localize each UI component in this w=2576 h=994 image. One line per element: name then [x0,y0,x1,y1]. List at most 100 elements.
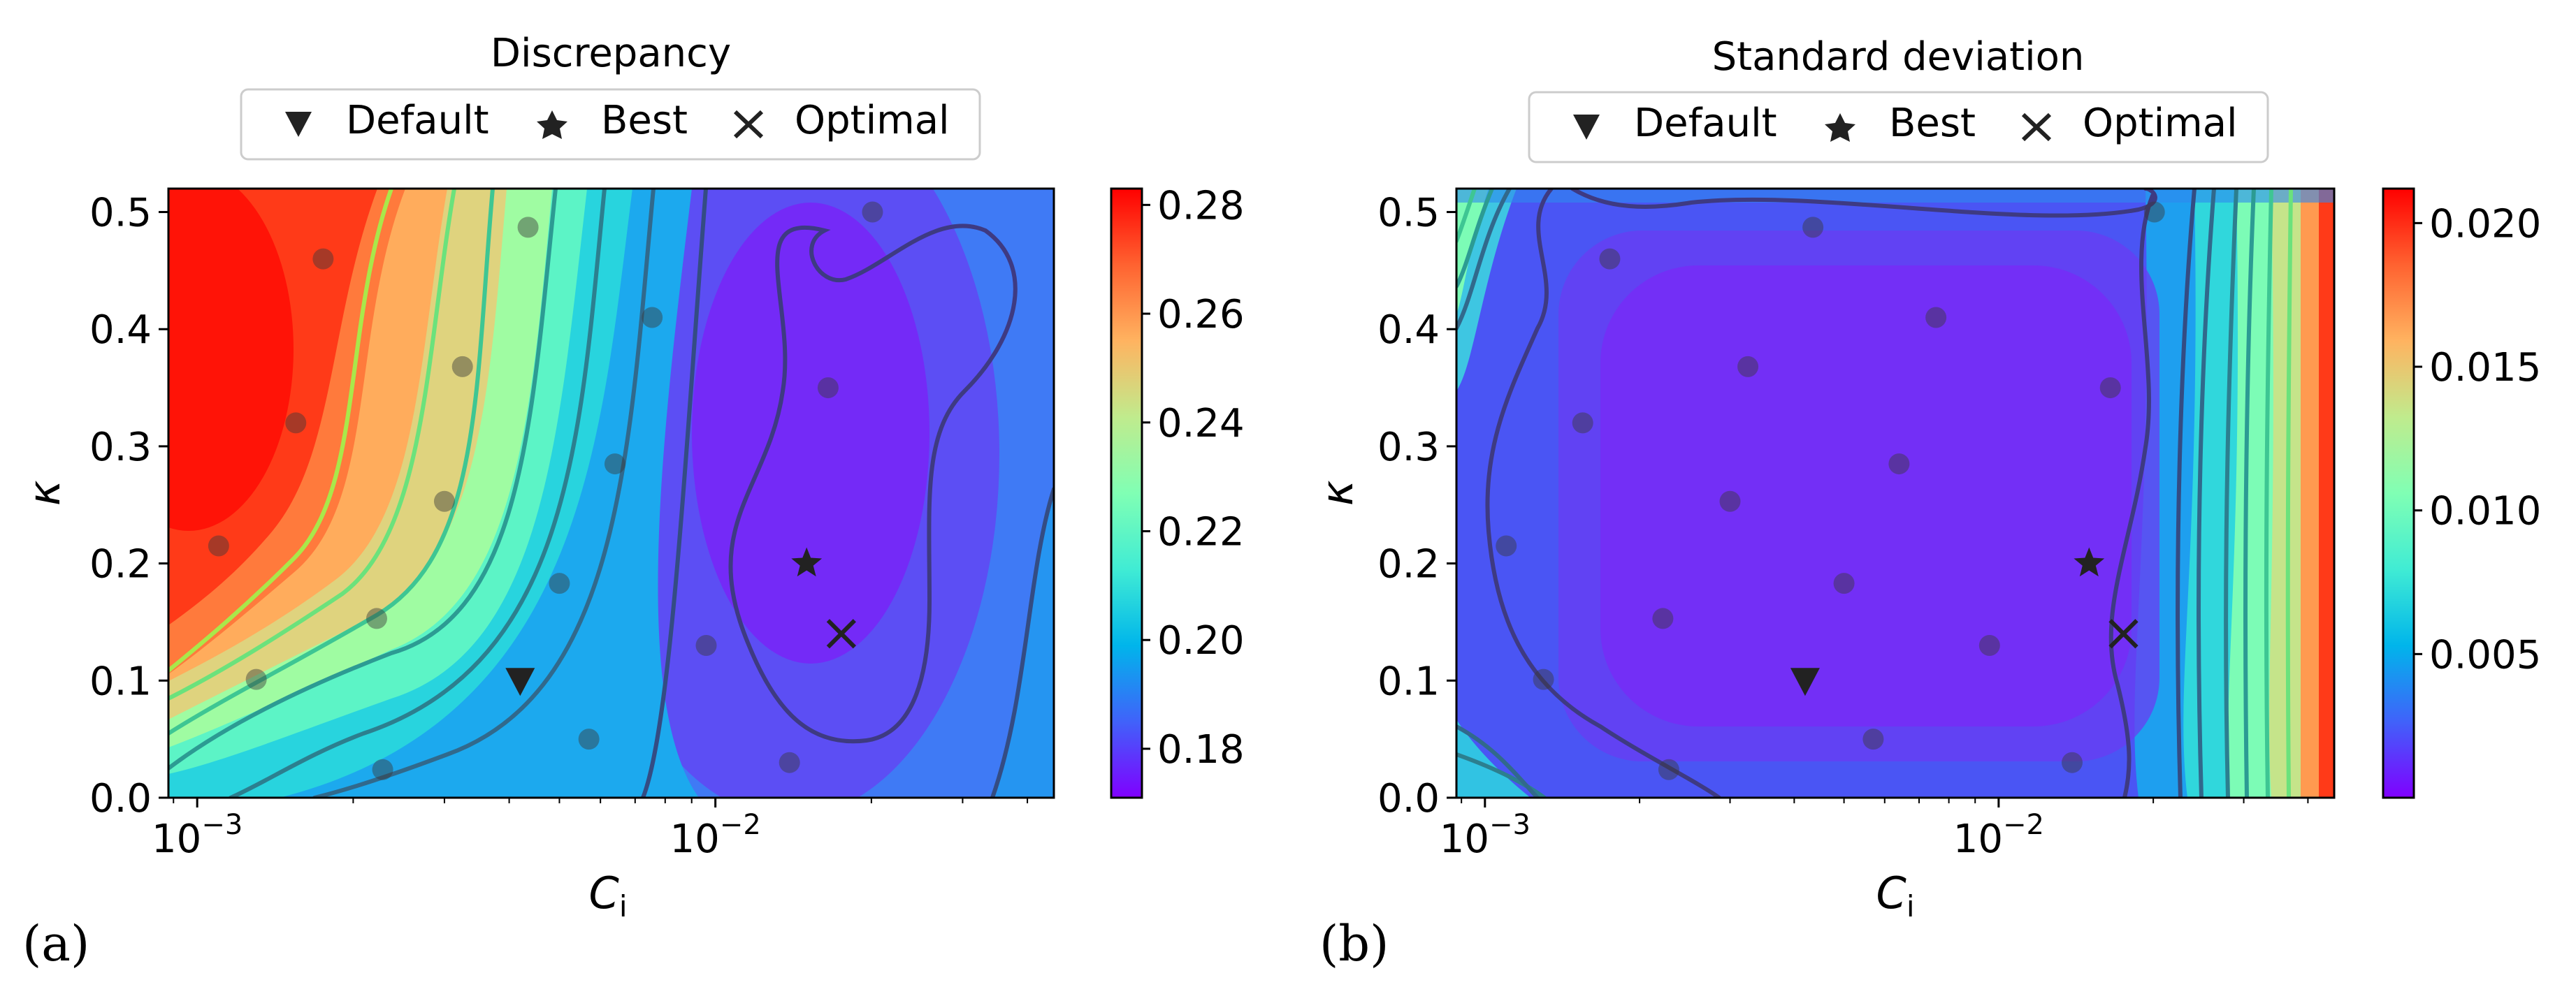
panel-a-markers [505,547,856,696]
y-tick-label: 0.4 [89,307,152,353]
y-tick-label: 0.4 [1377,307,1440,353]
sample-point [1658,759,1679,780]
sample-point [1496,535,1517,557]
sample-point [1652,608,1674,629]
y-tick-label: 0.0 [89,776,152,821]
sample-point [779,752,800,773]
sample-point [517,217,539,238]
panel-b-title: Standard deviation [1712,34,2085,80]
panel-a-ylabel: κ [19,480,70,506]
sample-point [372,759,393,780]
sample-point [366,608,387,629]
panel-a-colorbar: 0.18 0.20 0.22 0.24 0.26 0.28 [1110,183,1245,799]
y-tick-label: 0.2 [89,542,152,587]
legend-optimal-label: Optimal [795,98,950,143]
sample-point [1572,412,1593,434]
sample-point [285,412,307,434]
colorbar-tick-label: 0.24 [1157,401,1245,446]
sample-point [1862,729,1884,750]
sample-point [1978,635,2000,656]
y-tick-label: 0.5 [89,191,152,236]
x-tick-label: 10−3 [1440,809,1531,862]
y-tick-label: 0.3 [89,425,152,470]
panel-b-x-ticks: 10−3 10−2 [1440,798,2309,862]
legend-default-label: Default [1634,101,1777,146]
legend-best-star-icon [1825,113,1855,142]
best-marker [791,547,823,577]
sample-point [642,307,663,328]
x-tick-label: 10−2 [1953,809,2044,862]
panel-a-label: (a) [22,915,89,972]
colorbar-tick-label: 0.005 [2429,632,2541,678]
sample-point [433,490,455,512]
legend-default-triangle-icon [1573,115,1600,140]
panel-b-xlabel: Ci [1876,868,1915,923]
sample-point [1925,307,1947,328]
colorbar-tick-label: 0.010 [2429,489,2541,534]
panel-b-legend: Default Best Optimal [1528,91,2269,163]
y-tick-label: 0.1 [89,659,152,704]
y-tick-label: 0.0 [1377,776,1440,821]
legend-optimal-label: Optimal [2083,101,2238,146]
colorbar-tick-label: 0.22 [1157,510,1245,555]
panel-b-label: (b) [1319,915,1389,972]
panel-a-xlabel: Ci [589,868,628,923]
sample-point [2143,201,2165,223]
y-tick-label: 0.5 [1377,191,1440,236]
panel-b-y-ticks: 0.0 0.1 0.2 0.3 0.4 0.5 [1377,191,1456,821]
panel-b-heatmap [1456,189,2334,798]
legend-default-label: Default [346,98,489,143]
legend-optimal-x-icon [2021,112,2052,142]
legend-best-star-icon [537,110,567,139]
optimal-marker [2108,619,2139,649]
sample-point [604,453,625,475]
panel-b-colorbar: 0.005 0.010 0.015 0.020 [2382,187,2541,799]
panel-b-samples [1496,201,2165,780]
sample-point [1802,217,1824,238]
default-marker [1790,668,1820,696]
panel-b-markers [1790,547,2139,696]
best-marker [2074,547,2105,577]
sample-point [1533,668,1554,690]
sample-point [817,377,839,399]
sample-point [245,668,267,690]
x-tick-label: 10−2 [670,809,761,862]
panel-a-legend: Default Best Optimal [240,88,981,161]
sample-point [1719,490,1741,512]
legend-optimal-x-icon [733,110,764,139]
panel-a-y-ticks: 0.0 0.1 0.2 0.3 0.4 0.5 [89,191,168,821]
legend-best-label: Best [601,98,688,143]
panel-b-ylabel: κ [1312,480,1363,506]
sample-point [1833,573,1855,594]
panel-a: Discrepancy Default Best Optimal [19,31,1245,972]
panel-a-samples [208,201,883,780]
sample-point [1888,453,1910,475]
y-tick-label: 0.3 [1377,425,1440,470]
colorbar-tick-label: 0.28 [1157,183,1245,228]
legend-best-label: Best [1889,101,1976,146]
sample-point [208,535,229,557]
sample-point [2061,752,2083,773]
panel-a-x-ticks: 10−3 10−2 [152,798,1029,862]
sample-point [2099,377,2121,399]
sample-point [451,356,473,377]
default-marker [505,668,535,696]
colorbar-tick-label: 0.020 [2429,201,2541,247]
y-tick-label: 0.2 [1377,542,1440,587]
colorbar-tick-label: 0.26 [1157,292,1245,337]
colorbar-tick-label: 0.015 [2429,345,2541,390]
optimal-marker [826,619,856,649]
sample-point [549,573,570,594]
colorbar-tick-label: 0.18 [1157,727,1245,773]
sample-point [578,729,600,750]
panel-a-heatmap [168,189,1054,798]
colorbar-tick-label: 0.20 [1157,618,1245,664]
sample-point [312,248,334,270]
panel-b-axes [1455,187,2336,799]
panel-b: Standard deviation Default Best Optimal [1312,34,2541,972]
y-tick-label: 0.1 [1377,659,1440,704]
sample-point [1599,248,1621,270]
sample-point [862,201,883,223]
sample-point [1737,356,1759,377]
